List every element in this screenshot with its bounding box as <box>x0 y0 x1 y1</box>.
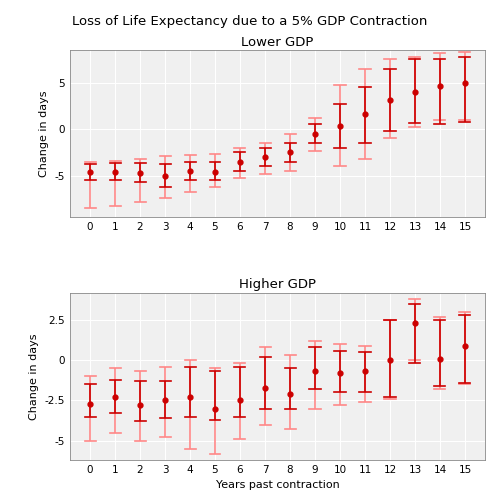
Y-axis label: Change in days: Change in days <box>29 333 39 420</box>
Title: Higher GDP: Higher GDP <box>239 278 316 291</box>
Text: Loss of Life Expectancy due to a 5% GDP Contraction: Loss of Life Expectancy due to a 5% GDP … <box>72 15 428 28</box>
Title: Lower GDP: Lower GDP <box>242 36 314 49</box>
X-axis label: Years past contraction: Years past contraction <box>216 480 340 490</box>
Y-axis label: Change in days: Change in days <box>39 90 49 177</box>
